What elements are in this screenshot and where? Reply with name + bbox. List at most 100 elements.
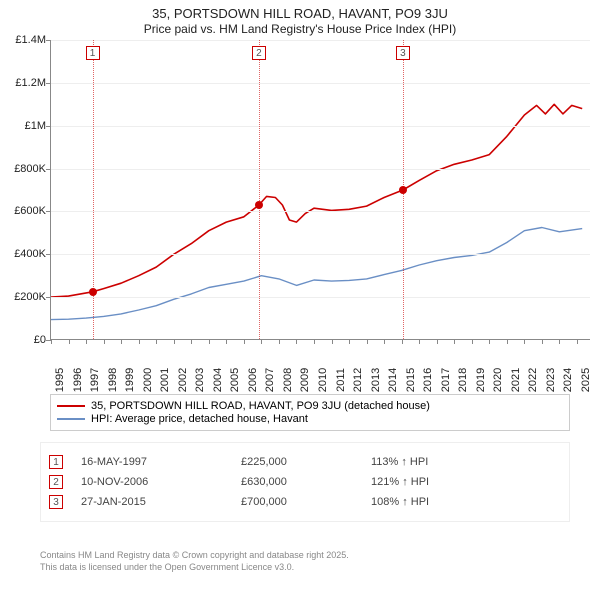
legend-swatch <box>57 405 85 407</box>
y-axis-label: £1M <box>25 120 46 132</box>
x-axis-label: 2015 <box>405 368 417 392</box>
legend-swatch <box>57 418 85 420</box>
x-tick <box>69 339 70 344</box>
x-axis-label: 2002 <box>177 368 189 392</box>
x-tick <box>454 339 455 344</box>
x-axis-label: 2006 <box>247 368 259 392</box>
event-dot <box>89 288 97 296</box>
sale-marker-box: 2 <box>49 475 63 489</box>
event-marker-box: 2 <box>252 46 266 60</box>
sale-row: 210-NOV-2006£630,000121% ↑ HPI <box>49 475 561 489</box>
gridline <box>51 297 590 298</box>
sale-price: £700,000 <box>241 496 371 508</box>
legend-label: 35, PORTSDOWN HILL ROAD, HAVANT, PO9 3JU… <box>91 400 430 412</box>
x-axis-label: 2020 <box>492 368 504 392</box>
x-axis-label: 2003 <box>194 368 206 392</box>
sale-marker-box: 1 <box>49 455 63 469</box>
legend-label: HPI: Average price, detached house, Hava… <box>91 413 308 425</box>
x-axis-label: 1997 <box>89 368 101 392</box>
gridline <box>51 211 590 212</box>
x-tick <box>559 339 560 344</box>
y-axis-label: £1.4M <box>15 34 46 46</box>
y-tick <box>46 211 51 212</box>
x-axis-label: 2012 <box>352 368 364 392</box>
x-tick <box>86 339 87 344</box>
y-tick <box>46 40 51 41</box>
x-axis-label: 2016 <box>422 368 434 392</box>
attribution-line: This data is licensed under the Open Gov… <box>40 562 580 574</box>
x-tick <box>402 339 403 344</box>
sale-row: 3 27-JAN-2015£700,000108% ↑ HPI <box>49 495 561 509</box>
x-tick <box>226 339 227 344</box>
x-axis-label: 1995 <box>54 368 66 392</box>
x-tick <box>121 339 122 344</box>
x-axis-label: 2024 <box>562 368 574 392</box>
y-axis-label: £1.2M <box>15 77 46 89</box>
sale-price: £630,000 <box>241 476 371 488</box>
gridline <box>51 40 590 41</box>
x-tick <box>314 339 315 344</box>
line-series-svg <box>51 40 591 340</box>
x-tick <box>244 339 245 344</box>
x-axis-label: 2011 <box>335 368 347 392</box>
y-tick <box>46 126 51 127</box>
event-marker-box: 1 <box>86 46 100 60</box>
x-axis-label: 2007 <box>264 368 276 392</box>
x-tick <box>104 339 105 344</box>
x-tick <box>489 339 490 344</box>
legend-item: HPI: Average price, detached house, Hava… <box>57 413 563 425</box>
sales-table: 116-MAY-1997£225,000113% ↑ HPI210-NOV-20… <box>40 442 570 522</box>
series-line <box>51 228 582 320</box>
sale-hpi: 108% ↑ HPI <box>371 496 429 508</box>
x-axis-label: 2013 <box>370 368 382 392</box>
x-tick <box>332 339 333 344</box>
x-axis-label: 2008 <box>282 368 294 392</box>
x-axis-label: 2004 <box>212 368 224 392</box>
gridline <box>51 83 590 84</box>
y-axis-label: £600K <box>14 205 46 217</box>
x-axis-label: 2022 <box>527 368 539 392</box>
gridline <box>51 169 590 170</box>
x-axis-label: 2019 <box>475 368 487 392</box>
x-axis-label: 2023 <box>545 368 557 392</box>
y-tick <box>46 254 51 255</box>
x-tick <box>191 339 192 344</box>
x-tick <box>139 339 140 344</box>
attribution-line: Contains HM Land Registry data © Crown c… <box>40 550 580 562</box>
sale-marker-box: 3 <box>49 495 63 509</box>
y-axis-label: £200K <box>14 291 46 303</box>
series-line <box>51 104 582 297</box>
x-tick <box>156 339 157 344</box>
x-axis-label: 2010 <box>317 368 329 392</box>
chart-title: 35, PORTSDOWN HILL ROAD, HAVANT, PO9 3JU <box>0 6 600 21</box>
x-axis-label: 2005 <box>229 368 241 392</box>
x-axis-label: 2000 <box>142 368 154 392</box>
x-tick <box>209 339 210 344</box>
x-tick <box>174 339 175 344</box>
sale-hpi: 121% ↑ HPI <box>371 476 429 488</box>
x-tick <box>437 339 438 344</box>
y-tick <box>46 83 51 84</box>
sale-date: 27-JAN-2015 <box>81 496 241 508</box>
x-tick <box>261 339 262 344</box>
x-axis-label: 1998 <box>107 368 119 392</box>
sale-row: 116-MAY-1997£225,000113% ↑ HPI <box>49 455 561 469</box>
chart-area: 123 £0£200K£400K£600K£800K£1M£1.2M£1.4M1… <box>0 40 600 380</box>
sale-date: 16-MAY-1997 <box>81 456 241 468</box>
x-tick <box>349 339 350 344</box>
event-marker-box: 3 <box>396 46 410 60</box>
plot-area: 1 2 3 <box>50 40 590 340</box>
y-axis-label: £800K <box>14 163 46 175</box>
x-axis-label: 2014 <box>387 368 399 392</box>
x-tick <box>472 339 473 344</box>
x-axis-label: 2009 <box>299 368 311 392</box>
x-axis-label: 1996 <box>72 368 84 392</box>
x-tick <box>577 339 578 344</box>
x-tick <box>367 339 368 344</box>
legend-item: 35, PORTSDOWN HILL ROAD, HAVANT, PO9 3JU… <box>57 400 563 412</box>
event-dot <box>255 201 263 209</box>
gridline <box>51 126 590 127</box>
y-tick <box>46 297 51 298</box>
y-tick <box>46 169 51 170</box>
x-tick <box>507 339 508 344</box>
